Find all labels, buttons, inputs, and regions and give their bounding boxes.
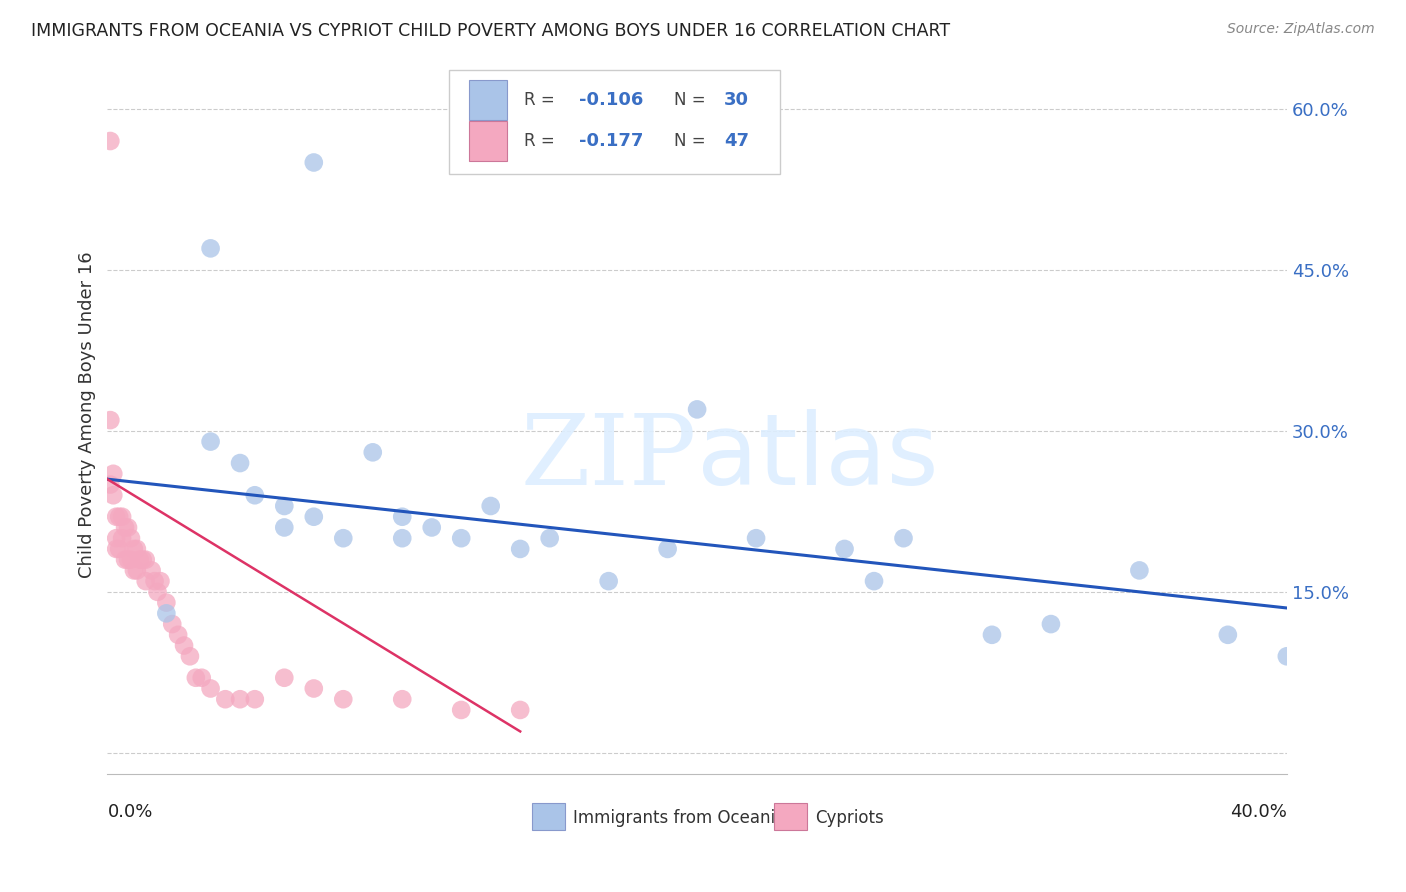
Point [450,531,472,545]
Point [273,499,295,513]
Text: ZIP: ZIP [520,410,697,506]
Point [302,509,325,524]
Point [332,692,354,706]
Point [135,552,157,566]
Bar [773,803,807,830]
Point [184,671,207,685]
Point [981,628,1004,642]
Point [450,703,472,717]
Point [834,541,856,556]
Point [1216,628,1239,642]
Point [229,692,252,706]
Text: Immigrants from Oceania: Immigrants from Oceania [574,808,786,827]
Point [155,596,177,610]
Point [1128,563,1150,577]
Text: 0.0%: 0.0% [107,803,153,822]
Text: 40.0%: 40.0% [1230,803,1286,822]
Point [391,692,413,706]
Point [146,585,169,599]
Bar [470,121,508,161]
Point [302,681,325,696]
Text: -0.106: -0.106 [579,92,644,110]
Point [98,477,121,491]
Point [114,520,136,534]
Text: R =: R = [523,92,554,110]
Point [167,628,190,642]
Point [108,509,131,524]
Text: N =: N = [673,92,706,110]
Point [243,692,266,706]
Point [686,402,709,417]
Point [132,552,155,566]
Point [391,509,413,524]
Point [657,541,679,556]
Point [143,574,166,589]
Point [179,649,201,664]
Point [863,574,886,589]
Point [229,456,252,470]
Point [128,552,150,566]
Point [120,552,142,566]
Bar [531,803,565,830]
Point [200,241,222,255]
Point [117,552,139,566]
Text: Source: ZipAtlas.com: Source: ZipAtlas.com [1227,22,1375,37]
Point [332,531,354,545]
Point [105,541,128,556]
Point [117,520,139,534]
Point [103,488,125,502]
Point [98,413,121,427]
Point [214,692,236,706]
Point [122,563,145,577]
Text: IMMIGRANTS FROM OCEANIA VS CYPRIOT CHILD POVERTY AMONG BOYS UNDER 16 CORRELATION: IMMIGRANTS FROM OCEANIA VS CYPRIOT CHILD… [31,22,950,40]
Point [155,607,177,621]
Point [105,509,128,524]
Point [391,531,413,545]
Point [893,531,915,545]
Point [598,574,620,589]
Point [114,552,136,566]
Point [111,509,134,524]
Point [745,531,768,545]
Point [509,541,531,556]
Point [200,434,222,449]
Point [420,520,443,534]
Point [125,541,148,556]
Text: Cypriots: Cypriots [815,808,884,827]
Point [538,531,561,545]
Point [173,639,195,653]
Point [273,520,295,534]
Point [509,703,531,717]
Point [243,488,266,502]
Point [479,499,502,513]
Point [1039,617,1062,632]
Y-axis label: Child Poverty Among Boys Under 16: Child Poverty Among Boys Under 16 [79,252,96,578]
Point [141,563,163,577]
Text: 47: 47 [724,132,749,151]
Point [98,134,121,148]
Point [120,531,142,545]
Point [361,445,384,459]
Point [302,155,325,169]
Point [103,467,125,481]
Point [1275,649,1298,664]
Text: 30: 30 [724,92,749,110]
Point [200,681,222,696]
Point [190,671,212,685]
Point [273,671,295,685]
Point [149,574,172,589]
Point [162,617,184,632]
Point [105,531,128,545]
Point [125,563,148,577]
Text: -0.177: -0.177 [579,132,644,151]
FancyBboxPatch shape [450,70,780,174]
Text: N =: N = [673,132,706,151]
Point [111,531,134,545]
Text: atlas: atlas [697,409,939,507]
Point [122,541,145,556]
Bar [470,80,508,120]
Text: R =: R = [523,132,554,151]
Point [108,541,131,556]
Point [135,574,157,589]
